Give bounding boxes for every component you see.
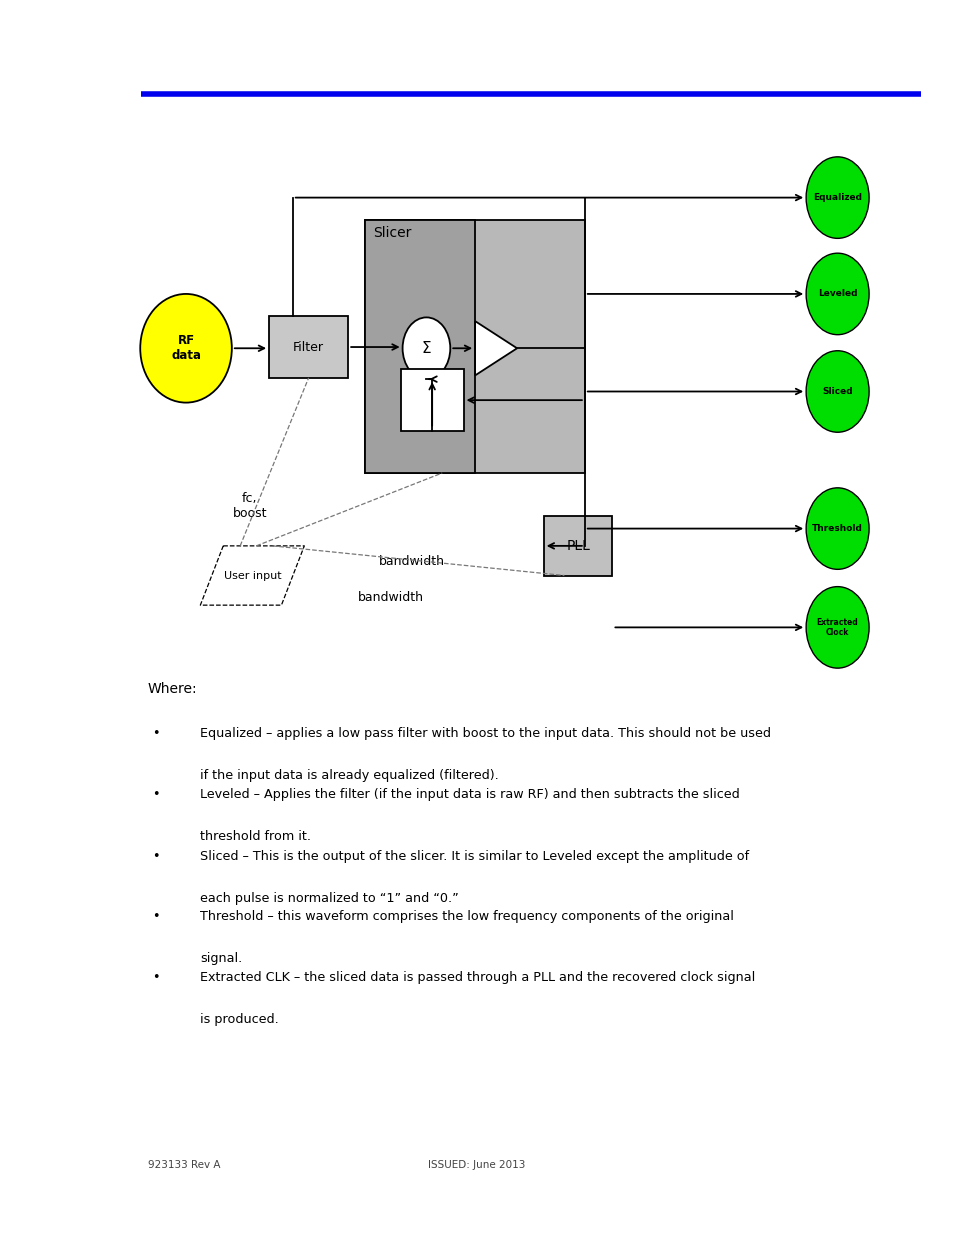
Text: fc,
boost: fc, boost: [233, 493, 267, 520]
FancyBboxPatch shape: [400, 369, 463, 431]
Text: RF
data: RF data: [171, 335, 201, 362]
Text: •: •: [152, 850, 159, 863]
Polygon shape: [475, 321, 517, 375]
Text: Where:: Where:: [148, 682, 197, 695]
Text: each pulse is normalized to “1” and “0.”: each pulse is normalized to “1” and “0.”: [200, 892, 458, 905]
FancyBboxPatch shape: [269, 316, 348, 378]
Text: User input: User input: [223, 571, 281, 580]
Text: Slicer: Slicer: [373, 226, 411, 240]
Text: Leveled – Applies the filter (if the input data is raw RF) and then subtracts th: Leveled – Applies the filter (if the inp…: [200, 788, 740, 802]
Text: Σ: Σ: [421, 341, 431, 356]
Text: •: •: [152, 788, 159, 802]
Text: Extracted CLK – the sliced data is passed through a PLL and the recovered clock : Extracted CLK – the sliced data is passe…: [200, 971, 755, 984]
Text: ISSUED: June 2013: ISSUED: June 2013: [428, 1160, 525, 1170]
Text: if the input data is already equalized (filtered).: if the input data is already equalized (…: [200, 769, 498, 783]
Text: Equalized – applies a low pass filter with boost to the input data. This should : Equalized – applies a low pass filter wi…: [200, 727, 771, 741]
Text: 923133 Rev A: 923133 Rev A: [148, 1160, 220, 1170]
Text: is produced.: is produced.: [200, 1013, 279, 1026]
Text: Leveled: Leveled: [817, 289, 857, 299]
Text: Threshold – this waveform comprises the low frequency components of the original: Threshold – this waveform comprises the …: [200, 910, 734, 924]
Text: signal.: signal.: [200, 952, 242, 966]
FancyBboxPatch shape: [365, 220, 584, 473]
Text: •: •: [152, 910, 159, 924]
Circle shape: [805, 253, 868, 335]
Text: Sliced: Sliced: [821, 387, 852, 396]
Text: PLL: PLL: [565, 538, 590, 553]
Ellipse shape: [140, 294, 232, 403]
Text: Extracted
Clock: Extracted Clock: [816, 618, 858, 637]
Text: bandwidth: bandwidth: [357, 592, 424, 604]
Text: Threshold: Threshold: [811, 524, 862, 534]
Circle shape: [805, 157, 868, 238]
FancyBboxPatch shape: [365, 220, 475, 473]
Text: Filter: Filter: [293, 341, 324, 353]
Circle shape: [402, 317, 450, 379]
FancyBboxPatch shape: [543, 516, 612, 576]
Text: Sliced – This is the output of the slicer. It is similar to Leveled except the a: Sliced – This is the output of the slice…: [200, 850, 749, 863]
Text: •: •: [152, 971, 159, 984]
Text: bandwidth: bandwidth: [378, 556, 445, 568]
Text: Equalized: Equalized: [812, 193, 862, 203]
Circle shape: [805, 351, 868, 432]
Text: threshold from it.: threshold from it.: [200, 830, 311, 844]
Circle shape: [805, 488, 868, 569]
Text: •: •: [152, 727, 159, 741]
Circle shape: [805, 587, 868, 668]
